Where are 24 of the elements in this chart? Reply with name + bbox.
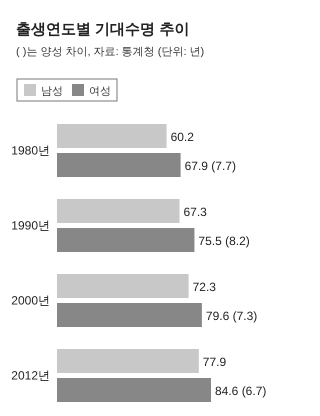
y-tick-label: 2012년 (11, 368, 50, 382)
chart-subtitle: ( )는 양성 차이, 자료: 통계청 (단위: 년) (16, 46, 204, 58)
y-tick-label: 1990년 (11, 218, 50, 232)
y-tick-label: 1980년 (11, 144, 50, 158)
data-label: 75.5 (8.2) (198, 234, 250, 248)
y-tick-label: 2000년 (11, 294, 50, 308)
bar (57, 303, 202, 327)
data-label: 67.9 (7.7) (184, 159, 236, 173)
bar (57, 153, 181, 177)
bar (57, 378, 211, 402)
data-label: 60.2 (170, 130, 194, 144)
data-label: 79.6 (7.3) (206, 309, 258, 323)
data-label: 77.9 (202, 355, 226, 369)
bar (57, 124, 167, 148)
bar (57, 199, 180, 223)
data-label: 67.3 (184, 205, 208, 219)
bar (57, 274, 189, 298)
data-label: 84.6 (6.7) (215, 384, 266, 398)
legend-label: 여성 (89, 86, 111, 98)
chart-title: 출생연도별 기대수명 추이 (16, 21, 190, 38)
bar (57, 349, 199, 373)
legend-label: 남성 (41, 86, 63, 98)
bar (57, 228, 194, 252)
data-label: 72.3 (192, 280, 216, 294)
